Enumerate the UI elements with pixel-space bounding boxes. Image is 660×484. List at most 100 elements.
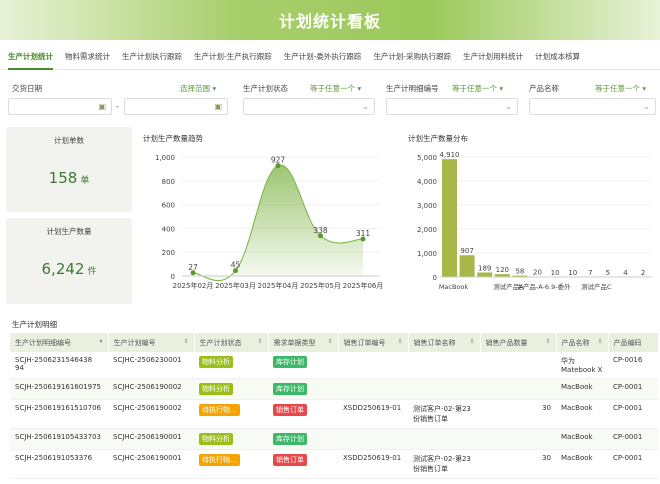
table-cell [480,352,556,379]
selector-label: 等于任意一个 [452,84,497,93]
table-cell: 华为Matebook X [556,352,608,379]
kpi-number: 6,242 [41,260,85,278]
status-select[interactable]: ⌄ [243,98,375,115]
tab-1[interactable]: 物料需求统计 [65,51,110,61]
data-label: 4,910 [439,151,459,159]
table-cell: CP-0001 [608,399,658,429]
column-header[interactable]: 需求单据类型 ⇕ [268,333,339,352]
x-tick-label: 2025年04月 [258,281,299,290]
filter-detail-no-selector[interactable]: 等于任意一个 ▾ [452,83,503,94]
sort-icon[interactable]: ⇕ [183,337,189,345]
column-header[interactable]: 生产计划明细编号 ▾ [10,333,109,352]
column-header[interactable]: 生产计划状态 ⇕ [194,333,269,352]
charts-svg: 02004006008001,000272025年02月452025年03月92… [155,151,652,291]
detail-no-select[interactable]: ⌄ [386,98,518,115]
page-title: 计划统计看板 [278,12,381,31]
table-cell: 30 [480,399,556,429]
date-start-input[interactable]: ▣ [8,98,112,115]
x-tick-label: 主产品-A-6.9-委外 [516,282,571,291]
table-cell: CP-0001 [608,378,658,400]
plan-detail-table: 生产计划明细编号 ▾ 生产计划编号 ⇕ 生产计划状态 ⇕ 需求单据类型 ⇕ 销售订单编号 ⇕ 销售订… [10,333,659,479]
table-cell: 物料分析 [194,378,268,400]
chevron-down-icon: ⌄ [362,102,369,111]
column-header[interactable]: 产品编码 [608,333,659,352]
sort-icon[interactable]: ▾ [99,337,103,345]
x-tick-label: 2025年05月 [300,281,341,290]
data-label: 338 [313,226,328,235]
data-label: 58 [515,268,524,276]
table-cell: 待执行物... [194,449,268,479]
status-badge: 物料分析 [199,356,233,368]
table-row[interactable]: SCJH-2506191053376 SCJHC-2506190001 待执行物..… [10,449,658,479]
sort-icon[interactable]: ⇕ [327,337,333,345]
type-badge: 库存计划 [273,383,307,395]
type-badge: 库存计划 [273,433,307,445]
column-header[interactable]: 销售订单编号 ⇕ [338,333,409,352]
sort-icon[interactable]: ⇕ [469,337,475,345]
filter-status-selector[interactable]: 等于任意一个 ▾ [310,83,361,94]
data-label: 907 [460,247,473,255]
table-row[interactable]: SCJH-250619161510706 SCJHC-2506190002 待执行物… [10,399,658,429]
tab-0[interactable]: 生产计划统计 [8,44,53,70]
status-badge: 物料分析 [199,433,233,445]
sort-icon[interactable]: ⇕ [545,337,551,345]
selector-label: 选择范围 [180,84,210,93]
tab-3[interactable]: 生产计划-生产执行跟踪 [194,51,272,61]
table-cell [408,352,480,379]
caret-down-icon: ▾ [642,84,647,93]
sort-icon[interactable]: ⇕ [597,337,603,345]
data-point [233,268,238,274]
column-label: 销售产品数量 [485,338,528,347]
y-tick-label: 400 [162,225,175,233]
kpi-title: 计划生产数量 [46,227,92,236]
table-cell: CP-0001 [608,428,658,450]
sort-icon[interactable]: ⇕ [397,337,403,345]
column-label: 产品编码 [613,338,642,347]
data-label: 27 [188,263,198,272]
data-label: 120 [496,266,509,274]
bar [459,255,475,277]
table-cell [338,378,408,400]
table-row[interactable]: SCJH-250619105433703 SCJHC-2506190001 物料分析… [10,428,658,450]
kpi-number: 158 [48,169,78,187]
filter-date-range-selector[interactable]: 选择范围 ▾ [180,83,216,94]
status-badge: 待执行物... [199,404,240,416]
data-label: 311 [356,229,371,238]
y-tick-label: 2,000 [417,226,437,234]
data-label: 927 [271,156,286,165]
table-cell: MacBook [556,399,608,429]
column-header[interactable]: 销售订单名称 ⇕ [408,333,481,352]
table-cell: SCJH-250619105433703 [10,428,108,450]
table-cell [408,428,480,450]
tab-7[interactable]: 计划成本核算 [535,51,581,61]
tab-5[interactable]: 生产计划-采购执行跟踪 [373,51,452,61]
kpi-value: 6,242 件 [6,260,132,278]
table-cell: 库存计划 [268,428,338,450]
selector-label: 等于任意一个 [595,84,640,93]
kpi-card-orders: 计划单数 158 单 [6,127,132,212]
filter-product-selector[interactable]: 等于任意一个 ▾ [595,83,646,94]
y-tick-label: 0 [171,273,175,281]
sort-icon[interactable]: ⇕ [257,337,263,345]
table-cell: SCJHC-2506190001 [108,449,194,479]
data-point [275,163,281,169]
product-select[interactable]: ⌄ [529,98,656,115]
table-row[interactable]: SCJH-2506231546438 94 SCJHC-2506230001 物料分… [10,352,658,379]
table-cell: SCJH-2506191053376 [10,449,108,479]
y-tick-label: 600 [162,202,175,210]
date-end-input[interactable]: ▣ [124,98,228,115]
column-header[interactable]: 生产计划编号 ⇕ [108,333,195,352]
type-badge: 库存计划 [273,356,307,368]
calendar-icon: ▣ [214,102,222,111]
column-header[interactable]: 销售产品数量 ⇕ [480,333,557,352]
tab-6[interactable]: 生产计划用料统计 [463,51,524,61]
caret-down-icon: ▾ [212,84,217,93]
table-row[interactable]: SCJH-250619161601975 SCJHC-2506190002 物料分析… [10,378,658,400]
table-cell: MacBook [556,428,608,450]
x-tick-label: 2025年02月 [173,281,214,290]
data-label: 20 [533,269,542,277]
tab-2[interactable]: 生产计划执行跟踪 [122,51,182,61]
column-header[interactable]: 产品名称 ⇕ [556,333,609,352]
calendar-icon: ▣ [98,102,106,111]
tab-4[interactable]: 生产计划-委外执行跟踪 [283,51,362,61]
